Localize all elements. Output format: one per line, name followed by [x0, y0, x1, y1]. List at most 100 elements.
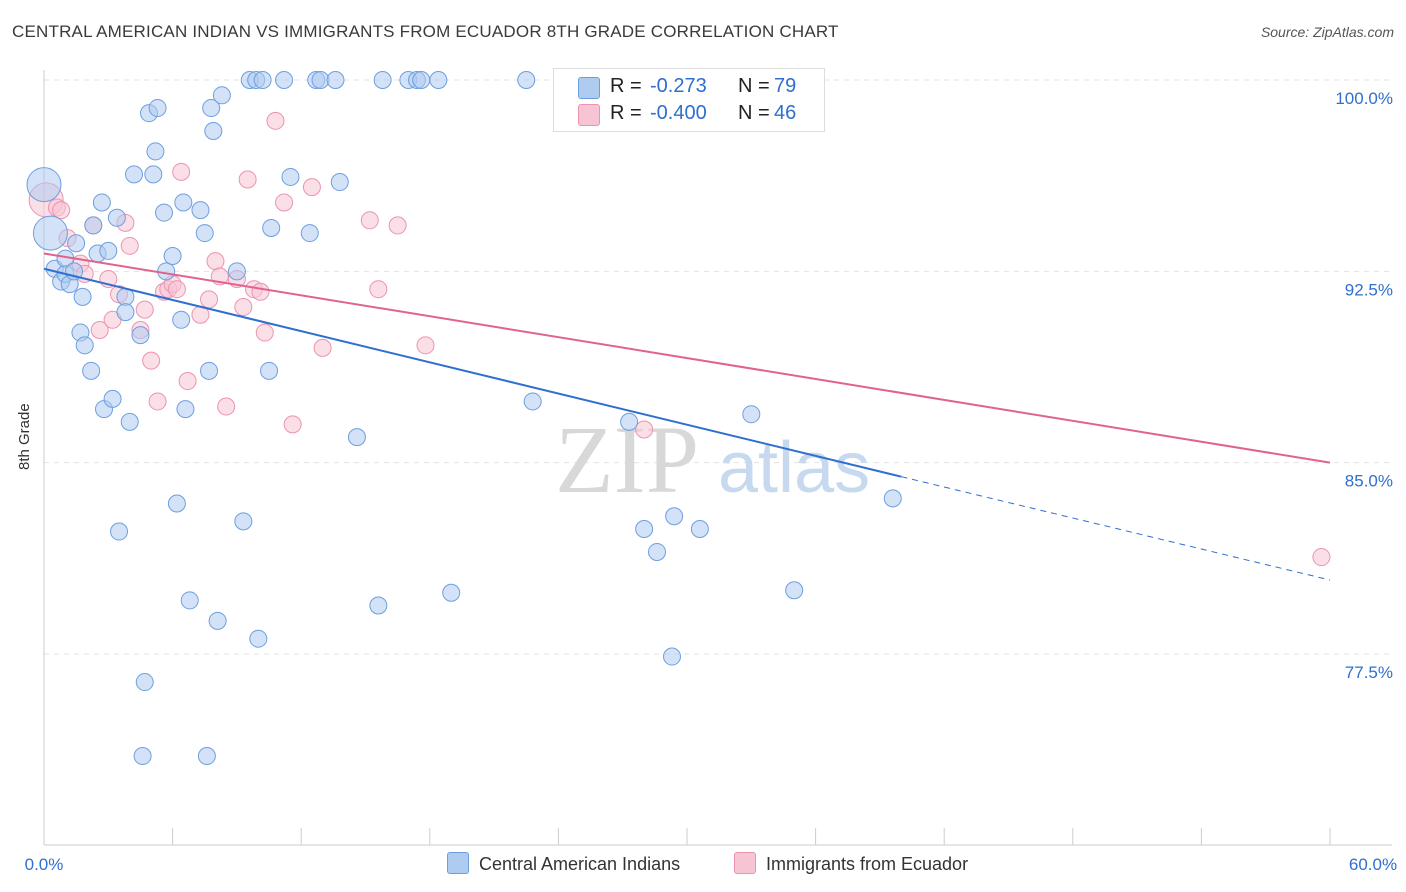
- cai-point: [690, 519, 709, 538]
- cai-point: [212, 86, 231, 105]
- ecuador-point: [200, 290, 219, 309]
- cai-point: [326, 71, 345, 89]
- trend-line-cai: [43, 267, 902, 478]
- legend-swatch-cai: [578, 77, 600, 99]
- cai-point: [200, 361, 219, 380]
- cai-point: [249, 629, 268, 648]
- cai-point: [253, 71, 272, 89]
- ecuador-point: [251, 282, 270, 301]
- cai-point: [300, 224, 319, 243]
- ecuador-point: [178, 372, 197, 391]
- cai-point: [262, 218, 281, 237]
- cai-point: [517, 71, 536, 89]
- cai-point: [167, 494, 186, 513]
- cai-point: [176, 400, 195, 419]
- cai-point: [107, 208, 126, 227]
- ecuador-point: [360, 211, 379, 230]
- ecuador-point: [52, 201, 71, 220]
- cai-point: [73, 287, 92, 306]
- cai-point: [99, 241, 118, 260]
- cai-point: [523, 392, 542, 411]
- ecuador-point: [275, 193, 294, 212]
- bottom-legend-label-ecuador: Immigrants from Ecuador: [766, 854, 969, 874]
- cai-point: [202, 99, 221, 118]
- ecuador-point: [148, 392, 167, 411]
- cai-point: [260, 361, 279, 380]
- legend-n-value: 46: [774, 102, 797, 124]
- cai-point: [369, 596, 388, 615]
- cai-point: [635, 519, 654, 538]
- ecuador-point: [234, 298, 253, 317]
- cai-point: [135, 673, 154, 692]
- ecuador-point: [635, 420, 654, 439]
- chart-title: CENTRAL AMERICAN INDIAN VS IMMIGRANTS FR…: [12, 22, 839, 41]
- legend-swatch-ecuador: [578, 104, 600, 126]
- cai-point: [412, 71, 431, 89]
- bottom-legend-label-cai: Central American Indians: [479, 854, 681, 874]
- y-tick-label: 92.5%: [1345, 280, 1393, 299]
- watermark: ZIP atlas: [555, 406, 870, 513]
- cai-point: [429, 71, 448, 89]
- ecuador-point: [302, 178, 321, 197]
- ecuador-point: [135, 300, 154, 319]
- ecuador-point: [167, 280, 186, 299]
- ecuador-point: [90, 321, 109, 340]
- cai-point: [227, 262, 246, 281]
- ecuador-point: [313, 338, 332, 357]
- legend-r-label: R =: [610, 102, 642, 124]
- cai-point: [204, 122, 223, 141]
- cai-point: [208, 611, 227, 630]
- cai-point: [347, 428, 366, 447]
- cai-point: [92, 193, 111, 212]
- ecuador-point: [142, 351, 161, 370]
- y-axis-label: 8th Grade: [16, 403, 33, 470]
- legend-r-value: -0.273: [650, 75, 707, 97]
- cai-point: [103, 389, 122, 408]
- cai-point: [191, 201, 210, 220]
- legend-r-label: R =: [610, 75, 642, 97]
- legend-n-label: N =: [738, 102, 770, 124]
- bottom-legend-swatch-ecuador: [734, 852, 756, 874]
- bottom-legend-cai: Central American Indians: [447, 852, 680, 875]
- stats-legend: R = -0.273 N = 79 R = -0.400 N = 46: [553, 68, 825, 132]
- ecuador-point: [416, 336, 435, 355]
- cai-point: [234, 512, 253, 531]
- series-cai-points: [26, 71, 902, 766]
- ecuador-point: [266, 111, 285, 130]
- ecuador-point: [238, 170, 257, 189]
- cai-point: [120, 412, 139, 431]
- source-label: Source: ZipAtlas.com: [1260, 24, 1394, 40]
- cai-point: [174, 193, 193, 212]
- ecuador-point: [120, 236, 139, 255]
- ecuador-point: [1312, 548, 1331, 567]
- ecuador-point: [283, 415, 302, 434]
- ecuador-point: [255, 323, 274, 342]
- cai-point: [197, 747, 216, 766]
- cai-point: [373, 71, 392, 89]
- legend-n-label: N =: [738, 75, 770, 97]
- cai-point: [75, 336, 94, 355]
- cai-point: [116, 303, 135, 322]
- cai-point: [155, 203, 174, 222]
- legend-n-value: 79: [774, 75, 797, 97]
- cai-point: [26, 167, 62, 203]
- cai-point: [84, 216, 103, 235]
- cai-point: [281, 167, 300, 186]
- cai-point: [157, 262, 176, 281]
- cai-point: [330, 173, 349, 192]
- cai-point: [163, 247, 182, 266]
- ecuador-point: [206, 252, 225, 271]
- bottom-legend-swatch-cai: [447, 852, 469, 874]
- cai-point: [647, 542, 666, 561]
- cai-point: [148, 99, 167, 118]
- cai-point: [125, 165, 144, 184]
- cai-point: [82, 361, 101, 380]
- cai-point: [110, 522, 129, 541]
- cai-point: [785, 581, 804, 600]
- x-tick-label: 0.0%: [25, 855, 64, 874]
- legend-r-value: -0.400: [650, 102, 707, 124]
- cai-point: [67, 234, 86, 253]
- cai-point: [665, 507, 684, 526]
- cai-point: [742, 405, 761, 424]
